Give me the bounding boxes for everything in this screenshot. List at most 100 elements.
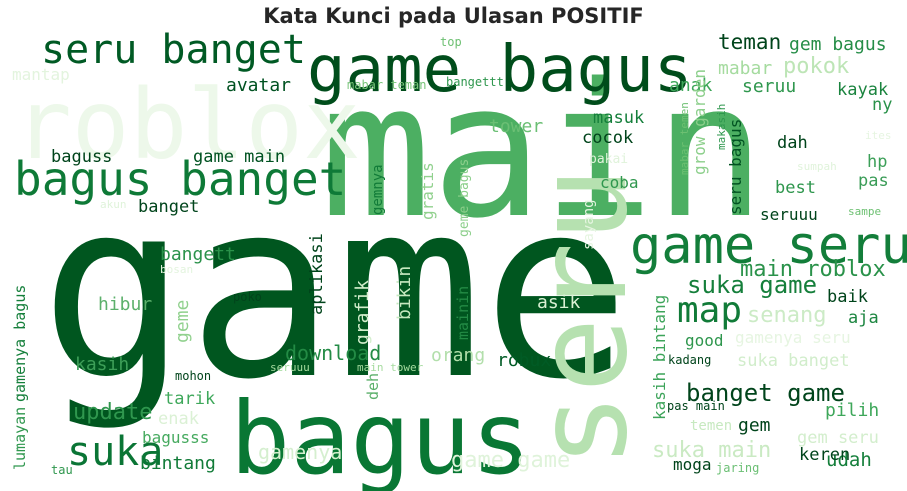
word-bosan: bosan — [160, 263, 193, 276]
word-geme: geme — [172, 300, 193, 343]
word-jaring: jaring — [716, 461, 759, 475]
word-main-roblox: main roblox — [740, 257, 886, 282]
word-gemnya: gemnya — [370, 164, 386, 215]
word-seruuu: seruuu — [760, 205, 818, 224]
word-sumpah: sumpah — [797, 160, 837, 173]
word-coba: coba — [600, 173, 639, 192]
word-kayak: kayak — [837, 80, 888, 100]
word-gamenya-seru: gamenya seru — [735, 328, 851, 347]
word-seru-bagus: seru bagus — [726, 119, 745, 215]
word-keren: keren — [799, 445, 850, 465]
word-best: best — [775, 178, 816, 198]
word-akun: akun — [100, 198, 127, 211]
word-pas-main: pas main — [667, 399, 725, 413]
chart-title: Kata Kunci pada Ulasan POSITIF — [263, 4, 644, 28]
word-seruu: seruu — [742, 76, 796, 97]
word-good: good — [685, 331, 724, 350]
word-mabar-teman: mabar teman — [347, 78, 426, 92]
word-geme-bagus: geme bagus — [457, 159, 472, 237]
word-game-seru: game seru — [630, 216, 907, 276]
word-teman: teman — [718, 30, 781, 54]
word-enak: enak — [158, 409, 199, 429]
word-mainin: mainin — [454, 286, 472, 340]
word-suka-banget: suka banget — [737, 351, 850, 371]
word-avatar: avatar — [226, 75, 291, 96]
word-top: top — [440, 35, 462, 49]
word-aplikasi: aplikasi — [307, 233, 327, 315]
word-game-main: game main — [193, 147, 285, 167]
word-gamenya: gamenya — [258, 440, 342, 464]
word-grow-garden: grow garden — [690, 69, 709, 175]
word-moga: moga — [673, 455, 712, 474]
word-sayang: sayang — [581, 199, 597, 250]
word-baguss: baguss — [51, 147, 112, 167]
word-suka-main: suka main — [652, 438, 771, 463]
word-bagus-banget: bagus banget — [14, 152, 346, 206]
word-mohon: mohon — [175, 369, 211, 383]
word-mabar: mabar — [718, 58, 772, 79]
word-gratis: gratis — [418, 162, 437, 220]
word-game: game — [40, 148, 630, 433]
word-mantap: mantap — [12, 65, 70, 84]
word-orang: orang — [431, 345, 485, 366]
word-kasih-bintang: kasih bintang — [650, 295, 669, 420]
word-makasih: makasih — [715, 104, 728, 150]
word-game-bagus: game bagus — [307, 33, 692, 107]
word-pakai: pakai — [589, 152, 628, 167]
word-pokok: pokok — [783, 54, 849, 79]
word-bintang: bintang — [140, 453, 216, 474]
word-seruuu: seruuu — [270, 361, 310, 374]
word-suka: suka — [67, 429, 163, 475]
word-ny: ny — [872, 95, 892, 115]
word-pas: pas — [858, 171, 889, 191]
word-main-tower: main tower — [357, 361, 424, 374]
word-gem-seru: gem seru — [797, 428, 879, 448]
word-suka-game: suka game — [687, 271, 817, 299]
word-cocok: cocok — [582, 128, 633, 148]
word-senang: senang — [747, 303, 826, 328]
word-bagusss: bagusss — [142, 428, 209, 447]
word-poko: poko — [233, 290, 262, 304]
word-bangettt: bangettt — [446, 75, 504, 89]
word-hibur: hibur — [98, 294, 152, 315]
word-seru: seru — [510, 167, 655, 468]
word-dah: dah — [777, 133, 808, 153]
word-update: update — [73, 400, 152, 425]
word-tower: tower — [489, 116, 543, 137]
word-masuk: masuk — [593, 108, 644, 128]
word-kasih: kasih — [75, 354, 129, 375]
word-aja: aja — [848, 308, 879, 328]
word-anak: anak — [669, 75, 713, 96]
word-banget: banget — [138, 197, 199, 217]
word-map: map — [677, 290, 742, 331]
word-bagus: bagus — [230, 380, 531, 491]
word-sampe: sampe — [848, 205, 881, 218]
word-tarik: tarik — [164, 389, 215, 409]
word-bangett: bangett — [160, 244, 236, 265]
word-banget-game: banget game — [686, 379, 845, 407]
word-pilih: pilih — [825, 400, 879, 421]
word-robux: robux — [497, 350, 551, 371]
word-temen: temen — [690, 418, 732, 434]
word-tau: tau — [51, 463, 73, 477]
word-deh: deh — [364, 373, 382, 400]
word-gem: gem — [738, 415, 771, 436]
word-grafik: grafik — [352, 280, 373, 345]
word-download: download — [285, 341, 381, 365]
word-gamenya-bagus: gamenya bagus — [11, 285, 29, 402]
word-roblox: roblox — [14, 69, 361, 181]
word-gem-bagus: gem bagus — [789, 34, 887, 55]
word-hp: hp — [867, 152, 887, 172]
word-seru-banget: seru banget — [41, 27, 306, 73]
word-game-game: game game — [451, 448, 570, 473]
word-baik: baik — [827, 287, 868, 307]
word-lumayan: lumayan — [11, 407, 29, 470]
word-main: main — [320, 43, 766, 259]
word-asik: asik — [537, 292, 581, 313]
word-bikin: bikin — [394, 266, 415, 320]
word-udah: udah — [826, 449, 872, 471]
word-ites: ites — [865, 129, 892, 142]
word-kadang: kadang — [668, 353, 711, 367]
word-mabar-temen: mabar temen — [678, 102, 691, 175]
